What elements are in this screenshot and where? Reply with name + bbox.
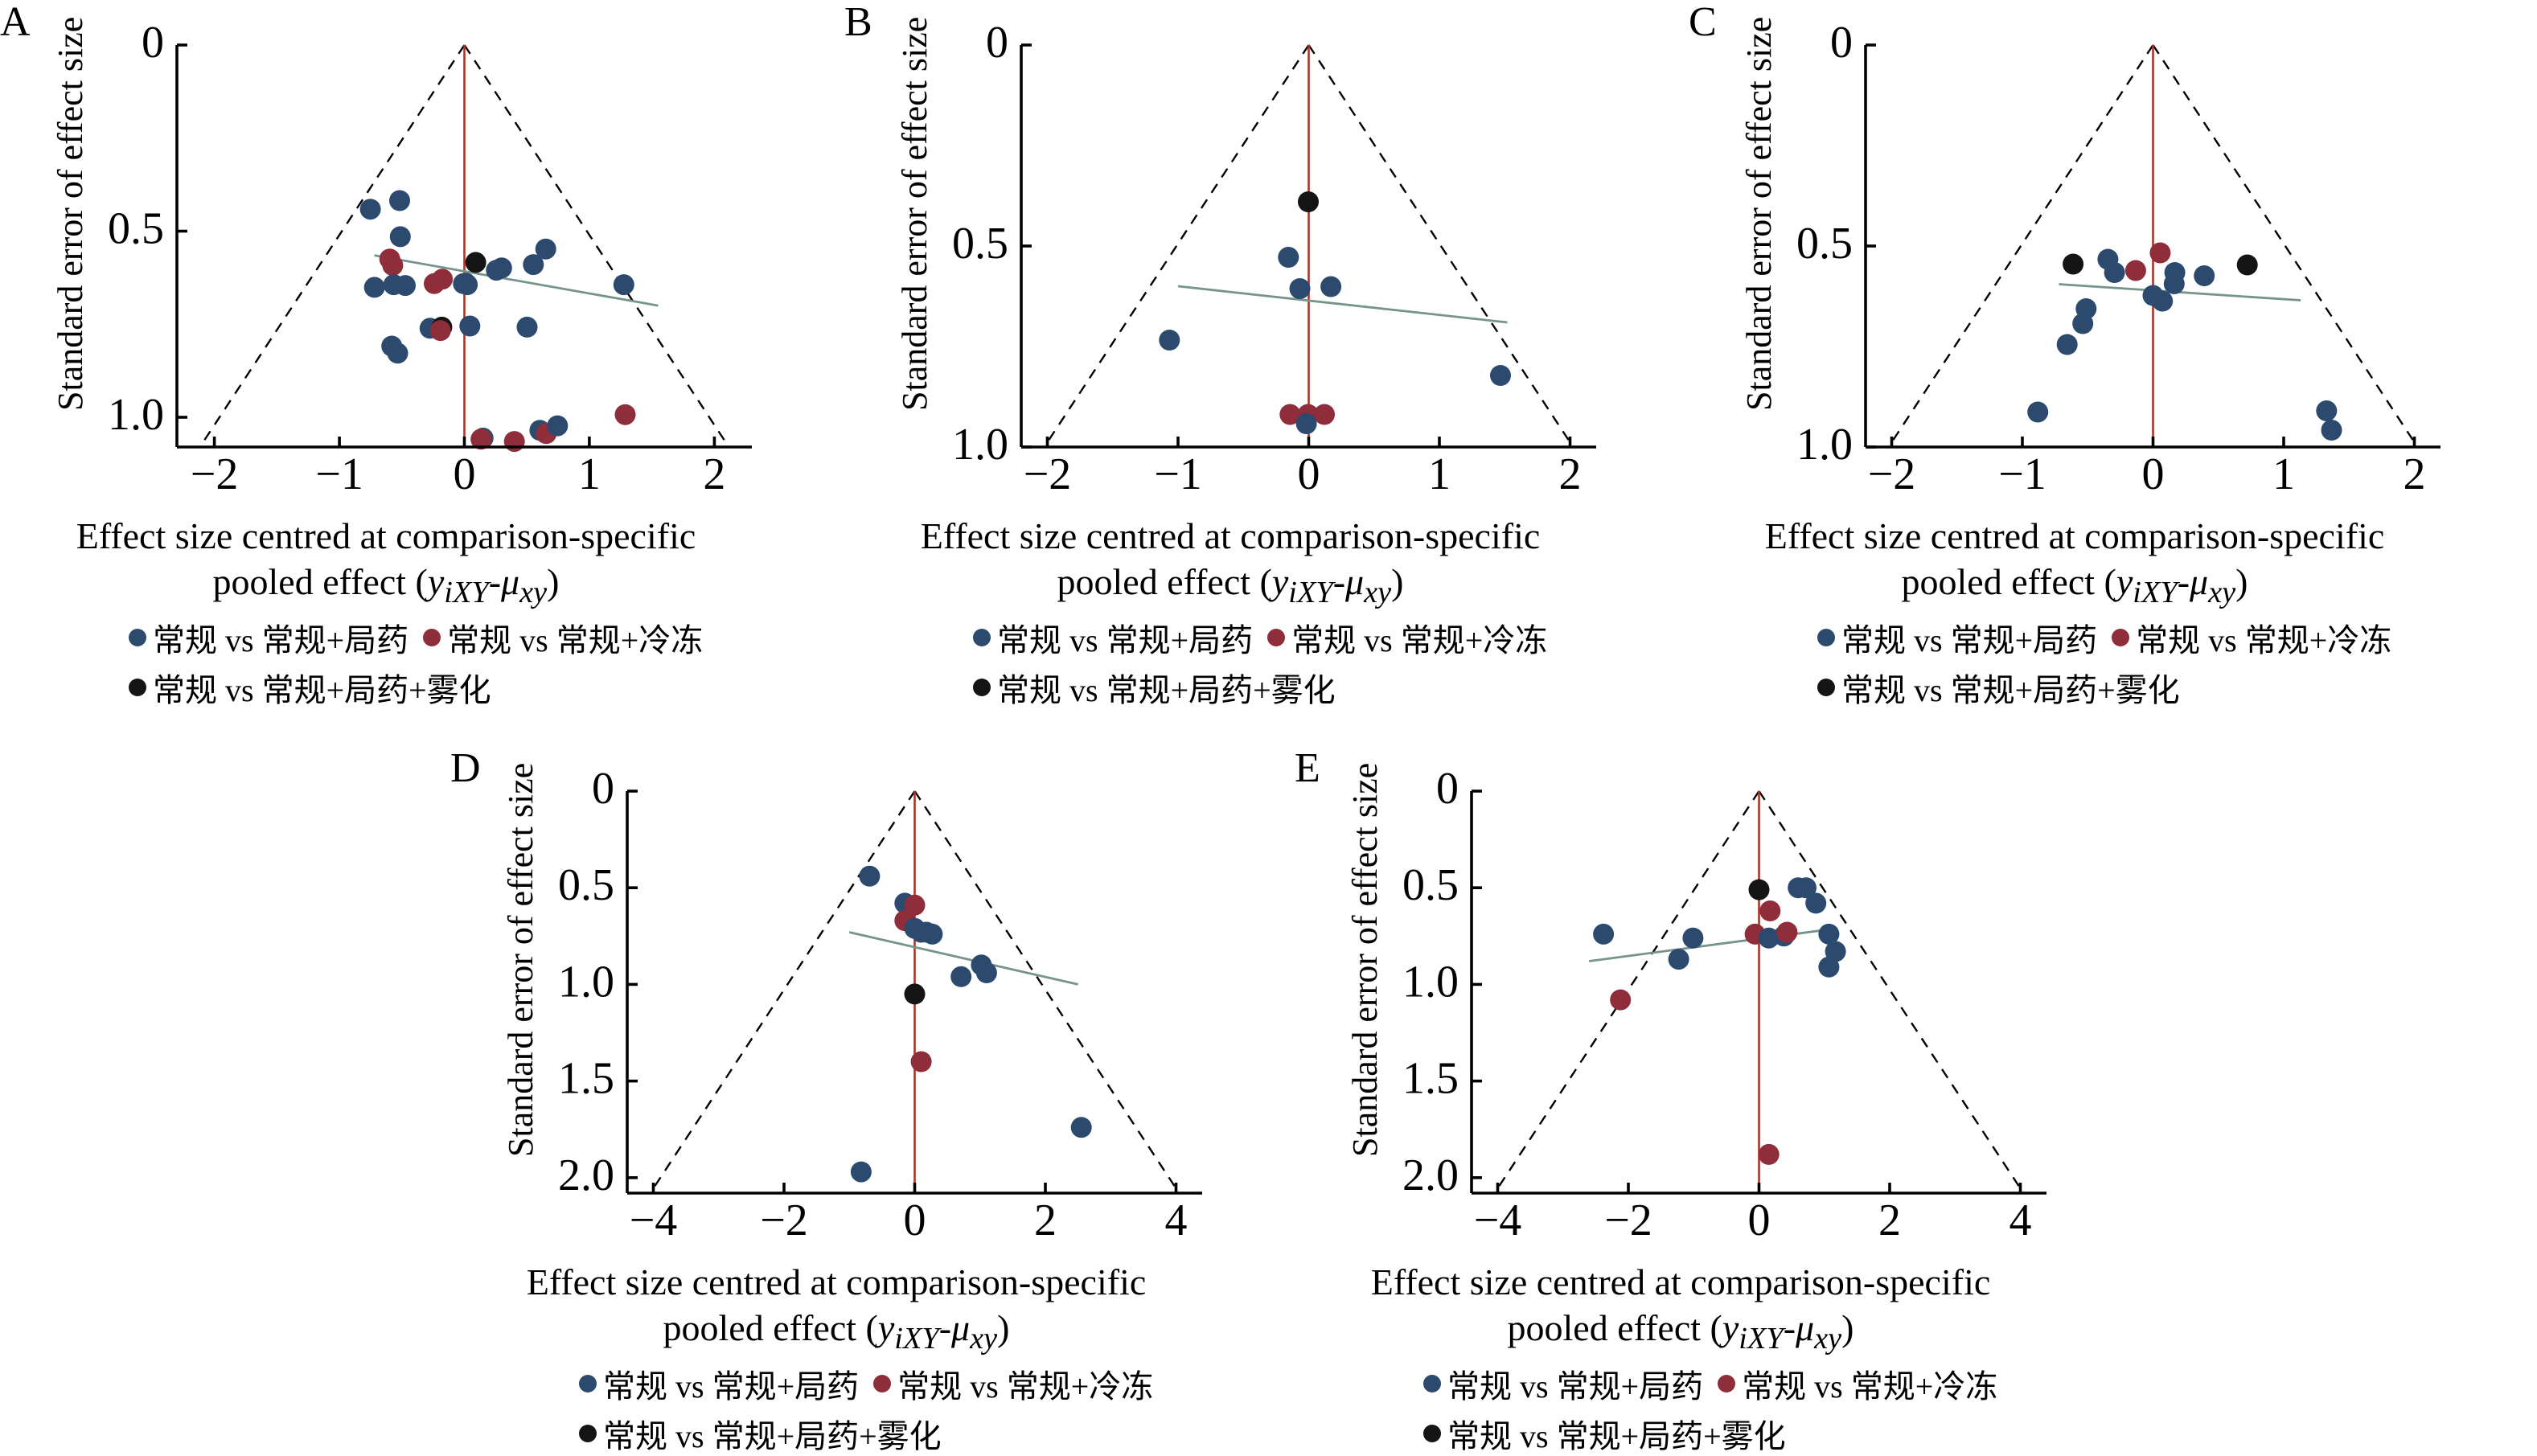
svg-text:2: 2: [1878, 1196, 1901, 1245]
svg-text:1.5: 1.5: [558, 1054, 614, 1104]
svg-text:0.5: 0.5: [952, 219, 1008, 269]
svg-text:4: 4: [1165, 1196, 1188, 1245]
svg-text:2: 2: [1559, 449, 1582, 499]
svg-text:1: 1: [1428, 449, 1451, 499]
svg-text:−4: −4: [1474, 1196, 1522, 1245]
svg-text:0: 0: [592, 764, 614, 814]
svg-text:1.0: 1.0: [108, 390, 164, 440]
svg-text:0: 0: [1830, 18, 1853, 68]
svg-text:1: 1: [2272, 449, 2295, 499]
svg-text:2.0: 2.0: [1402, 1150, 1459, 1200]
svg-text:1: 1: [578, 449, 601, 499]
svg-text:4: 4: [2009, 1196, 2032, 1245]
svg-text:0: 0: [1436, 764, 1459, 814]
svg-text:2: 2: [2404, 449, 2426, 499]
svg-text:−2: −2: [1604, 1196, 1652, 1245]
svg-text:0: 0: [904, 1196, 926, 1245]
svg-text:−2: −2: [760, 1196, 808, 1245]
svg-text:0: 0: [454, 449, 476, 499]
svg-text:−1: −1: [1154, 449, 1202, 499]
svg-text:−2: −2: [1868, 449, 1916, 499]
svg-text:0.5: 0.5: [1402, 860, 1459, 910]
svg-text:−1: −1: [1998, 449, 2046, 499]
svg-text:1.0: 1.0: [558, 957, 614, 1007]
svg-text:1.5: 1.5: [1402, 1054, 1459, 1104]
svg-text:−1: −1: [315, 449, 363, 499]
svg-text:−2: −2: [1024, 449, 1072, 499]
svg-text:1.0: 1.0: [952, 420, 1008, 470]
svg-text:0.5: 0.5: [108, 204, 164, 254]
svg-text:2.0: 2.0: [558, 1150, 614, 1200]
svg-text:−2: −2: [191, 449, 239, 499]
svg-text:2: 2: [703, 449, 725, 499]
svg-text:−4: −4: [630, 1196, 678, 1245]
svg-text:1.0: 1.0: [1402, 957, 1459, 1007]
svg-text:0.5: 0.5: [558, 860, 614, 910]
svg-text:1.0: 1.0: [1796, 420, 1853, 470]
svg-text:0: 0: [1748, 1196, 1771, 1245]
svg-text:0: 0: [2142, 449, 2165, 499]
svg-text:2: 2: [1034, 1196, 1057, 1245]
svg-text:0.5: 0.5: [1796, 219, 1853, 269]
svg-text:0: 0: [986, 18, 1008, 68]
svg-text:0: 0: [142, 18, 164, 68]
svg-text:0: 0: [1298, 449, 1320, 499]
